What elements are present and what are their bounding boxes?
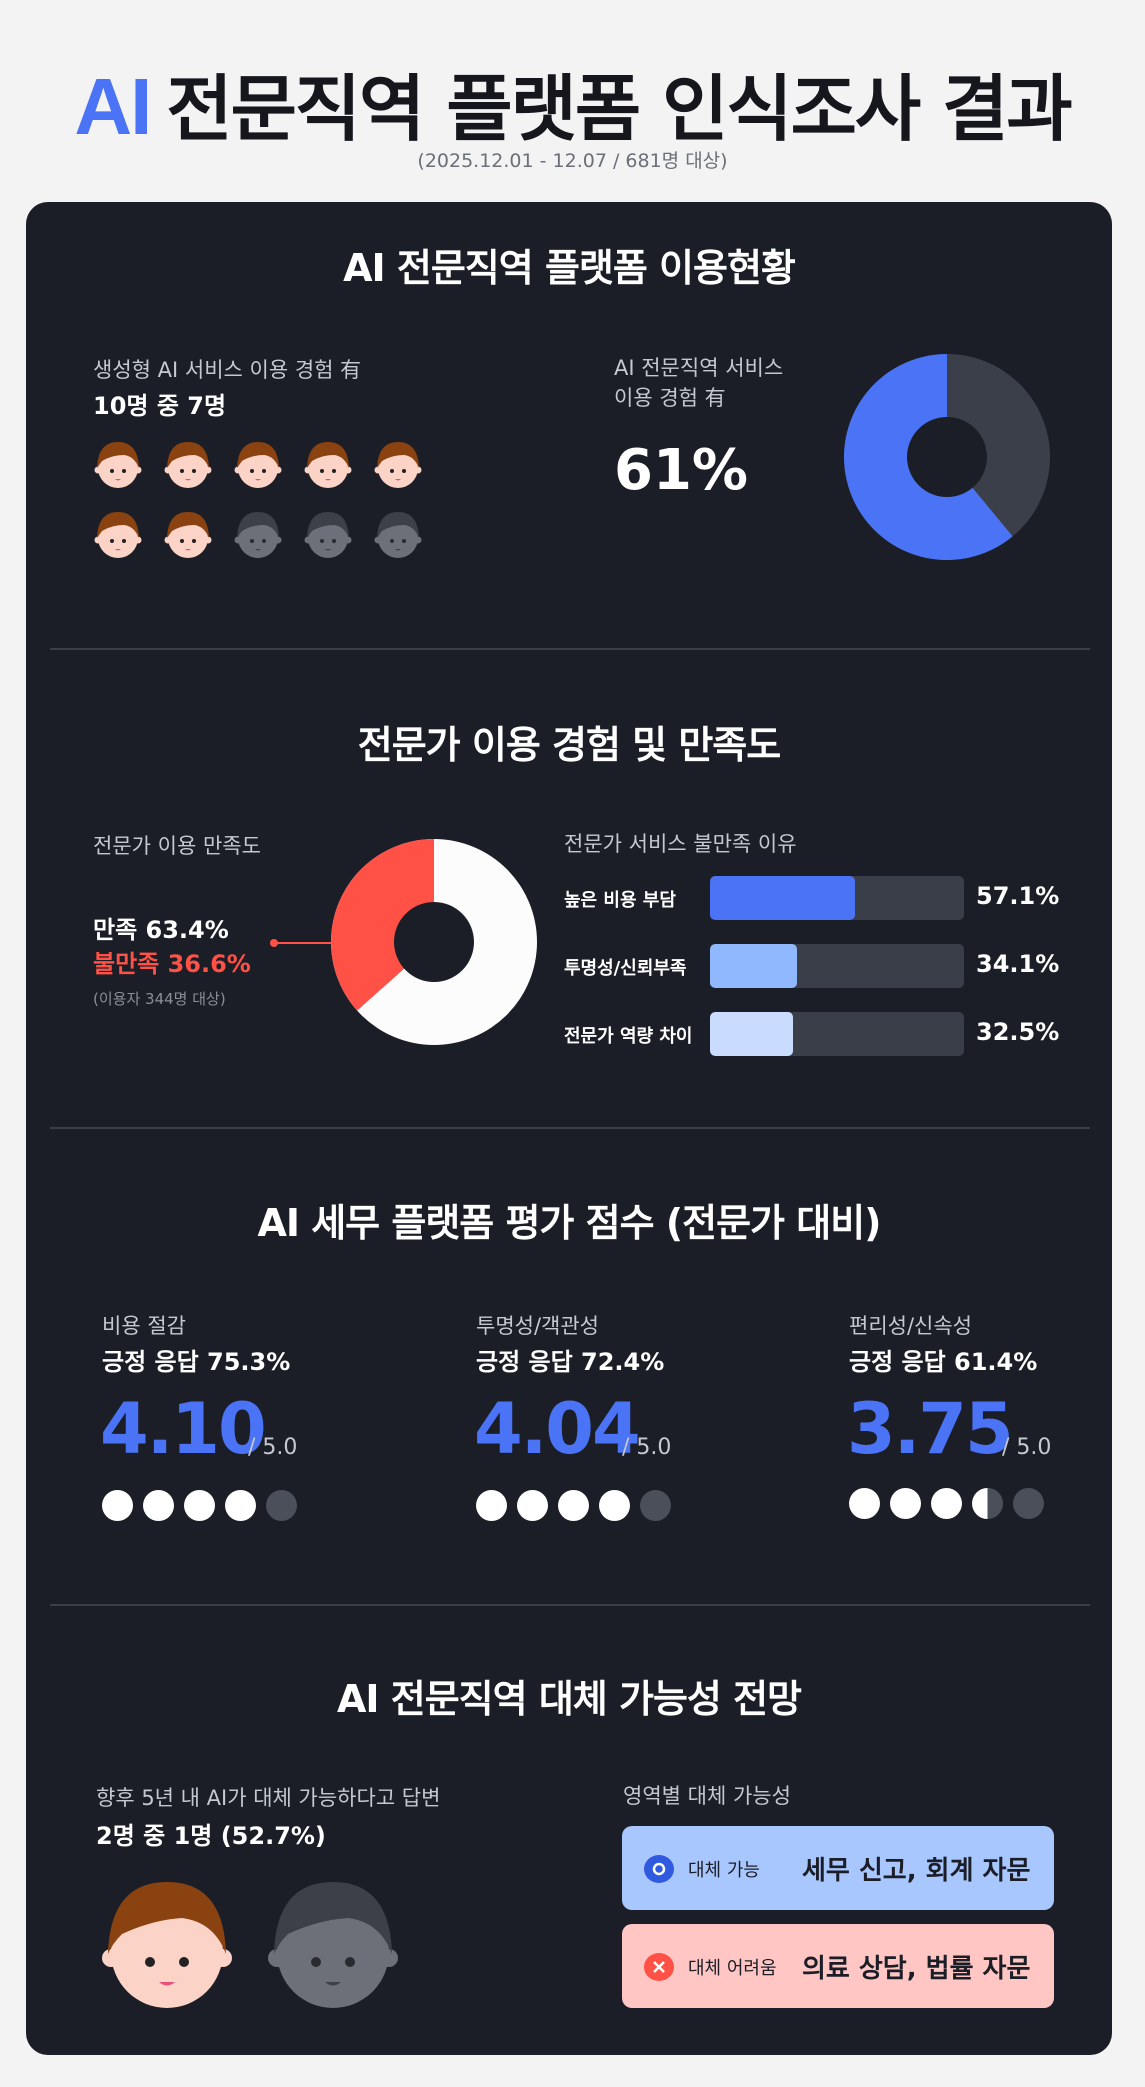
dissatisfied-value: 불만족 36.6% xyxy=(93,950,251,978)
replaceable-tag: 대체 가능 xyxy=(688,1860,760,1881)
close-icon xyxy=(644,1953,674,1981)
service-label-line2: 이용 경험 有 xyxy=(614,386,726,410)
score-value-2: 3.75 xyxy=(847,1388,1014,1470)
hard-pill: 대체 어려움 의료 상담, 법률 자문 xyxy=(622,1924,1054,2008)
page-title: AI 전문직역 플랫폼 인식조사 결과 xyxy=(0,50,1145,155)
person-large-inactive xyxy=(268,1882,398,2008)
score-label-0: 비용 절감 xyxy=(102,1314,186,1338)
service-label-line1: AI 전문직역 서비스 xyxy=(614,356,784,380)
person-icon-active xyxy=(304,438,352,490)
score-value-1: 4.04 xyxy=(474,1388,641,1470)
hard-text: 의료 상담, 법률 자문 xyxy=(802,1954,1031,1984)
score-max-1: / 5.0 xyxy=(622,1435,672,1460)
genai-value: 10명 중 7명 xyxy=(93,392,227,420)
divider-3 xyxy=(50,1604,1090,1606)
person-icon-active xyxy=(374,438,422,490)
person-icon-inactive xyxy=(234,508,282,560)
genai-label: 생성형 AI 서비스 이용 경험 有 xyxy=(93,358,362,382)
replace-value: 2명 중 1명 (52.7%) xyxy=(96,1822,326,1850)
satisfaction-note: (이용자 344명 대상) xyxy=(93,990,226,1008)
satisfaction-donut xyxy=(270,839,537,1045)
reason-label-2: 전문가 역량 차이 xyxy=(564,1026,693,1047)
reason-bar-0 xyxy=(710,876,964,920)
rating-dot xyxy=(1013,1488,1044,1519)
rating-dot xyxy=(184,1490,215,1521)
replaceable-pill: 대체 가능 세무 신고, 회계 자문 xyxy=(622,1826,1054,1910)
reason-fill-1 xyxy=(710,944,797,988)
reason-label-0: 높은 비용 부담 xyxy=(564,890,676,911)
section-usage-title: AI 전문직역 플랫폼 이용현황 xyxy=(343,246,796,290)
section-replace-title: AI 전문직역 대체 가능성 전망 xyxy=(336,1677,802,1721)
person-icon-active xyxy=(94,438,142,490)
score-dots-2 xyxy=(849,1488,1044,1519)
reason-value-1: 34.1% xyxy=(976,950,1060,978)
score-dots-0 xyxy=(102,1490,297,1521)
rating-dot xyxy=(517,1490,548,1521)
rating-dot xyxy=(849,1488,880,1519)
score-max-0: / 5.0 xyxy=(248,1435,298,1460)
person-large-active xyxy=(102,1882,232,2008)
reason-fill-0 xyxy=(710,876,856,920)
page-subtitle: (2025.12.01 - 12.07 / 681명 대상) xyxy=(417,150,728,172)
reason-value-0: 57.1% xyxy=(976,882,1060,910)
satisfaction-label: 전문가 이용 만족도 xyxy=(93,834,261,858)
reason-fill-2 xyxy=(710,1012,793,1056)
page-title-ai: AI xyxy=(74,62,152,151)
person-icon-active xyxy=(164,438,212,490)
rating-dot xyxy=(143,1490,174,1521)
infographic-card: AI 전문직역 플랫폼 이용현황 생성형 AI 서비스 이용 경험 有 10명 … xyxy=(26,202,1112,2055)
satisfaction-donut-hole xyxy=(394,902,474,982)
replace-label: 향후 5년 내 AI가 대체 가능하다고 답변 xyxy=(96,1786,441,1810)
rating-dot xyxy=(558,1490,589,1521)
score-positive-0: 긍정 응답 75.3% xyxy=(102,1348,291,1376)
score-positive-2: 긍정 응답 61.4% xyxy=(849,1348,1038,1376)
divider-2 xyxy=(50,1127,1090,1129)
rating-dot xyxy=(599,1490,630,1521)
score-positive-1: 긍정 응답 72.4% xyxy=(476,1348,665,1376)
satisfied-value: 만족 63.4% xyxy=(93,916,229,944)
rating-dot xyxy=(972,1488,1003,1519)
reason-bar-1 xyxy=(710,944,964,988)
score-dots-1 xyxy=(476,1490,671,1521)
score-value-0: 4.10 xyxy=(100,1388,267,1470)
satisfaction-donut-dissatisfied xyxy=(331,839,434,1011)
score-label-1: 투명성/객관성 xyxy=(476,1314,599,1338)
person-icon-active xyxy=(94,508,142,560)
replaceable-text: 세무 신고, 회계 자문 xyxy=(802,1856,1031,1886)
person-icon-active xyxy=(164,508,212,560)
rating-dot xyxy=(266,1490,297,1521)
reason-value-2: 32.5% xyxy=(976,1018,1060,1046)
chat-icon xyxy=(644,1855,674,1883)
person-icon-active xyxy=(234,438,282,490)
area-label: 영역별 대체 가능성 xyxy=(623,1784,791,1808)
hard-tag: 대체 어려움 xyxy=(688,1958,777,1979)
usage-donut-hole xyxy=(907,417,987,497)
rating-dot xyxy=(476,1490,507,1521)
person-icon-inactive xyxy=(304,508,352,560)
usage-donut xyxy=(844,354,1050,560)
rating-dot xyxy=(931,1488,962,1519)
reasons-label: 전문가 서비스 불만족 이유 xyxy=(564,832,797,856)
rating-dot xyxy=(890,1488,921,1519)
page-title-text: 전문직역 플랫폼 인식조사 결과 xyxy=(166,67,1072,151)
section-score-title: AI 세무 플랫폼 평가 점수 (전문가 대비) xyxy=(257,1201,881,1245)
reason-bar-2 xyxy=(710,1012,964,1056)
section-satisfaction-title: 전문가 이용 경험 및 만족도 xyxy=(357,723,781,767)
person-icon-inactive xyxy=(374,508,422,560)
leader-dot xyxy=(270,939,278,947)
score-label-2: 편리성/신속성 xyxy=(849,1314,972,1338)
divider-1 xyxy=(50,648,1090,650)
rating-dot xyxy=(640,1490,671,1521)
rating-dot xyxy=(102,1490,133,1521)
score-max-2: / 5.0 xyxy=(1002,1435,1052,1460)
service-value: 61% xyxy=(614,438,749,503)
rating-dot xyxy=(225,1490,256,1521)
reason-label-1: 투명성/신뢰부족 xyxy=(564,958,687,979)
